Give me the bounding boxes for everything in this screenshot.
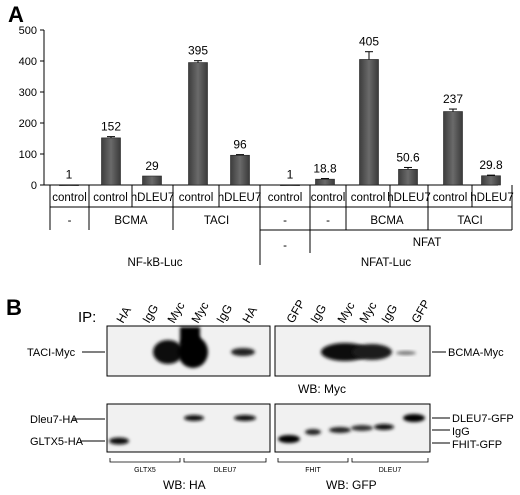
band-fhit-gfp [278,435,300,443]
dleu7-gfp-label: DLEU7-GFP [452,413,514,425]
bar [59,184,79,186]
row1-label: control [93,192,128,204]
row2-label: - [326,215,330,227]
row3-label: - [283,240,287,252]
row1-label: control [268,192,303,204]
wb-myc-label: WB: Myc [298,382,346,396]
row2-label: TACI [204,215,229,227]
lane-label: GFP [408,297,432,325]
panel-a-chart: 0 100 200 300 400 500 1 152 29 395 96 1 18.8 405 50.6… [19,25,514,269]
band-dleu7-gfp [403,414,425,422]
dleu7-ha-label: Dleu7-HA [30,414,78,426]
blot-bottom-right [274,403,431,453]
band-bcma-myc-lane4 [352,344,392,360]
row1-label: control [52,192,87,204]
data-label: 395 [188,44,208,58]
data-label: 1 [287,168,294,182]
data-label: 237 [443,92,463,106]
y-tick-label: 500 [19,25,37,37]
panel-a-label: A [8,2,24,27]
y-tick-label: 400 [19,56,37,68]
y-tick-label: 300 [19,87,37,99]
row1-label: hDLEU7 [131,192,174,204]
bracket-fhit: FHIT [305,467,321,474]
reporter-label: NFAT-Luc [361,257,412,269]
row2-label: BCMA [370,215,404,227]
data-label: 96 [233,138,247,152]
bracket-dleu7-left: DLEU7 [214,467,237,474]
bar [359,59,379,186]
band-taci-myc-lane6 [231,348,255,356]
bar [280,184,300,186]
data-label: 29.8 [479,158,503,172]
row2-label: BCMA [114,215,148,227]
lane-label: Myc [188,299,211,325]
bar [188,62,208,186]
bar [315,178,335,186]
band-dleu7-ha-lane4 [184,415,204,421]
wb-ha-label: WB: HA [163,478,206,492]
bar [481,175,501,186]
y-tick-label: 0 [31,180,37,192]
blot-top-right [274,325,431,377]
bar [142,175,162,186]
lane-label: Myc [356,299,379,325]
reporter-label: NF-kB-Luc [128,257,183,269]
row2-label: - [283,215,287,227]
bar [443,111,463,186]
y-tick-label: 100 [19,149,37,161]
lane-label: IgG [378,302,400,326]
row1-label: control [311,192,346,204]
lane-label: IgG [139,302,161,326]
gltx5-ha-label: GLTX5-HA [30,436,84,448]
row1-label: hDLEU7 [387,192,430,204]
band-dleu7-ha-lane6 [234,415,256,421]
lane-label: Myc [164,299,187,325]
row1-label: control [351,192,386,204]
data-label: 405 [359,35,379,49]
panel-b-label: B [6,295,22,320]
row1-label: hDLEU7 [218,192,261,204]
ip-label: IP: [78,309,96,326]
row3-label: NFAT [413,237,442,249]
data-label: 50.6 [396,150,420,164]
bracket-gltx5: GLTX5 [134,467,156,474]
data-label: 1 [66,168,73,182]
wb-gfp-label: WB: GFP [326,478,377,492]
row2-label: - [68,215,72,227]
bar [398,169,418,186]
bcma-myc-label: BCMA-Myc [448,347,504,359]
data-label: 18.8 [313,162,337,176]
lane-label: IgG [213,302,235,326]
fhit-gfp-label: FHIT-GFP [452,439,502,451]
taci-myc-label: TACI-Myc [27,347,76,359]
row1-label: control [179,192,214,204]
igg-label: IgG [452,426,470,438]
data-label: 152 [101,120,121,134]
lane-label: HA [239,304,259,325]
brackets [109,458,429,463]
blot-top-left [106,325,271,377]
band-gltx5-ha [109,437,129,445]
lane-label: Myc [334,299,357,325]
lane-label: HA [113,304,133,325]
blot-bottom-left [106,403,271,453]
y-tick-label: 200 [19,118,37,130]
bar [101,137,121,186]
lane-label: IgG [307,302,329,326]
data-label: 29 [145,159,159,173]
row2-label: TACI [457,215,482,227]
lane-label: GFP [283,297,307,325]
row1-label: hDLEU7 [470,192,513,204]
band-taci-myc-lane3 [153,340,183,364]
row1-label: control [433,192,468,204]
bar [230,154,250,186]
bracket-dleu7-right: DLEU7 [379,467,402,474]
